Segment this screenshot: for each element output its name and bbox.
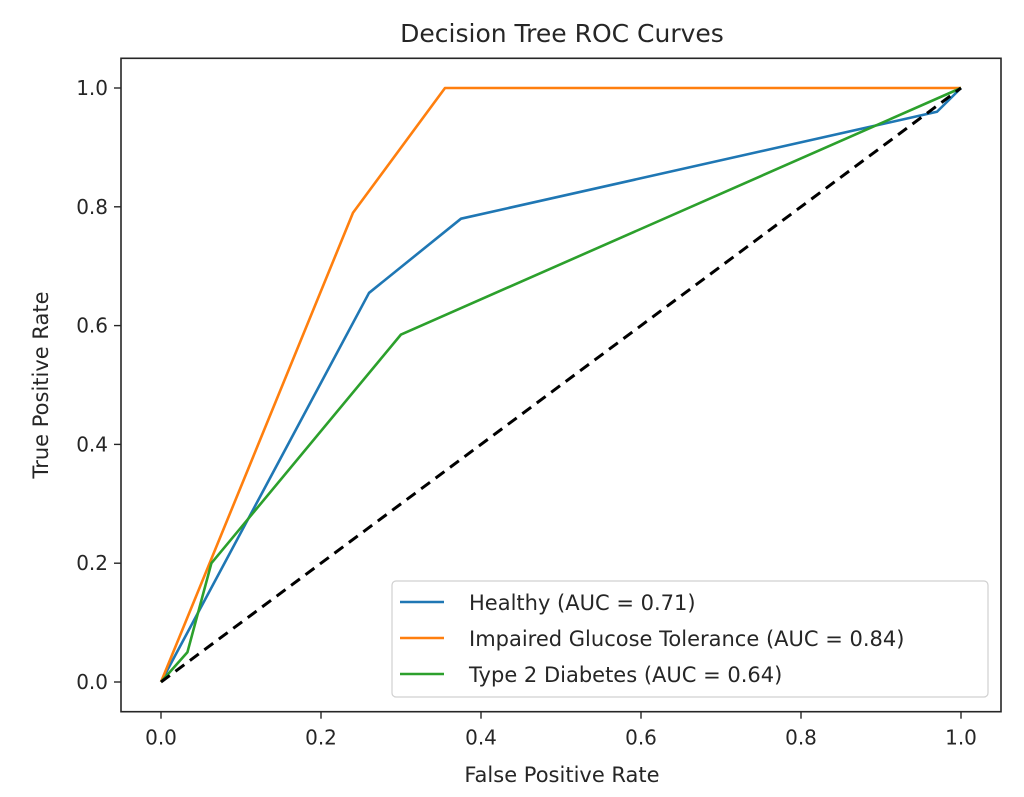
series-line-2 — [160, 86, 962, 683]
legend-label-2: Type 2 Diabetes (AUC = 0.64) — [468, 663, 782, 687]
y-axis: 0.0 0.2 0.4 0.6 0.8 1.0 — [76, 76, 121, 694]
x-axis: 0.0 0.2 0.4 0.6 0.8 1.0 — [145, 711, 977, 750]
legend-box — [391, 580, 989, 698]
legend: Healthy (AUC = 0.71) Impaired Glucose Tol… — [391, 580, 989, 698]
x-tick-label: 0.4 — [465, 726, 497, 750]
y-tick-label: 0.0 — [76, 670, 108, 694]
x-tick-label: 1.0 — [945, 726, 977, 750]
x-axis-label: False Positive Rate — [464, 763, 659, 787]
plot-area — [159, 86, 962, 684]
x-tick-label: 0.0 — [145, 726, 177, 750]
x-tick-label: 0.6 — [625, 726, 657, 750]
x-tick-label: 0.8 — [785, 726, 817, 750]
x-tick-label: 0.2 — [305, 726, 337, 750]
y-tick-label: 0.6 — [76, 314, 108, 338]
y-tick-label: 0.2 — [76, 551, 108, 575]
chart-title: Decision Tree ROC Curves — [400, 19, 724, 48]
y-axis-label: True Positive Rate — [29, 291, 53, 479]
legend-label-1: Impaired Glucose Tolerance (AUC = 0.84) — [469, 627, 904, 651]
reference-line — [160, 86, 962, 684]
y-tick-label: 1.0 — [76, 76, 108, 100]
axes-frame — [120, 57, 1002, 713]
series-line-1 — [159, 86, 961, 683]
series-line-0 — [159, 87, 962, 683]
y-tick-label: 0.4 — [76, 432, 108, 456]
legend-label-0: Healthy (AUC = 0.71) — [469, 591, 696, 615]
y-tick-label: 0.8 — [76, 195, 108, 219]
